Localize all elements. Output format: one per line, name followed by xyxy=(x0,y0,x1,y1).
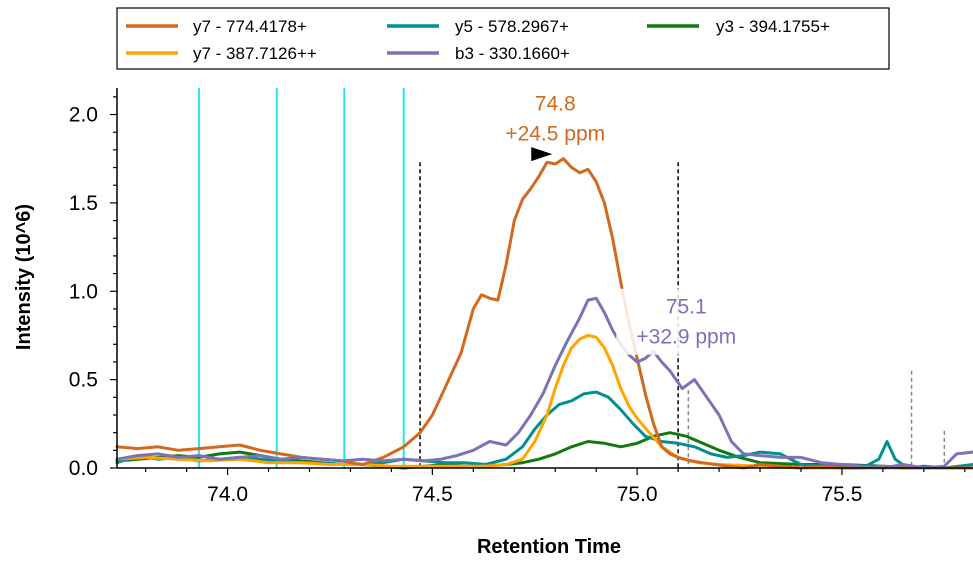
series-line-1 xyxy=(115,333,973,470)
legend-label-y3-394: y3 - 394.1755+ xyxy=(716,17,830,36)
cyan-lines xyxy=(197,88,405,468)
series-line-4 xyxy=(115,431,973,470)
x-tick-label: 74.5 xyxy=(412,483,453,506)
annotation-rt-0: 74.8 xyxy=(535,92,576,115)
y-tick-label: 0.0 xyxy=(69,457,98,480)
x-tick-label: 75.0 xyxy=(617,483,658,506)
x-tick-label: 75.5 xyxy=(822,483,863,506)
x-axis: 74.0 74.5 75.0 75.5 xyxy=(117,467,973,506)
legend-label-y5-578: y5 - 578.2967+ xyxy=(455,17,569,36)
legend-label-b3-330: b3 - 330.1660+ xyxy=(455,44,570,63)
x-axis-title: Retention Time xyxy=(477,536,621,558)
dashed-lines xyxy=(419,162,946,468)
series-line-3 xyxy=(115,296,973,470)
y-tick-label: 1.5 xyxy=(69,192,98,215)
legend-label-y7-387: y7 - 387.7126++ xyxy=(193,44,317,63)
annotations: 74.8 +24.5 ppm 75.1 +32.9 ppm xyxy=(505,92,757,355)
y-axis-title: Intensity (10^6) xyxy=(13,204,35,350)
legend-label-y7-774: y7 - 774.4178+ xyxy=(193,17,307,36)
annotation-rt-1: 75.1 xyxy=(666,296,707,319)
y-tick-label: 1.0 xyxy=(69,280,98,303)
series-lines xyxy=(115,157,973,470)
annotation-bg xyxy=(616,288,757,355)
legend: y7 - 774.4178+ y5 - 578.2967+ y3 - 394.1… xyxy=(116,7,890,70)
annotation-ppm-1: +32.9 ppm xyxy=(636,326,736,349)
x-tick-label: 74.0 xyxy=(207,483,248,506)
legend-box xyxy=(116,7,890,70)
annotation-ppm-0: +24.5 ppm xyxy=(505,122,605,145)
y-tick-label: 2.0 xyxy=(69,104,98,127)
y-tick-label: 0.5 xyxy=(69,369,98,392)
peak-marker xyxy=(531,147,553,162)
y-axis: 0.0 0.5 1.0 1.5 2.0 xyxy=(69,88,118,480)
